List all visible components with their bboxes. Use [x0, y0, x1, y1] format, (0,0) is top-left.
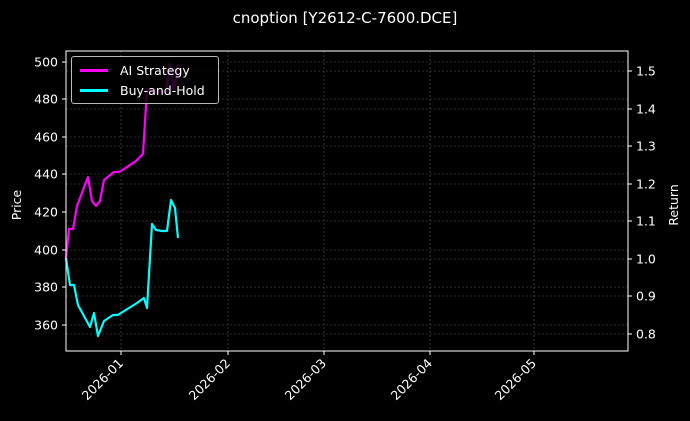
- legend-label: AI Strategy: [120, 62, 190, 78]
- chart-title: cnoption [Y2612-C-7600.DCE]: [232, 9, 458, 27]
- right-y-axis: 0.8 0.9 1.0 1.1 1.2 1.3 1.4 1.5: [628, 64, 656, 342]
- x-tick-label: 2026-01: [79, 356, 127, 404]
- y-tick-label-left: 360: [34, 318, 58, 333]
- buy-and-hold-line: [64, 198, 180, 338]
- plot-frame: [65, 50, 629, 352]
- y-tick-label-left: 500: [34, 55, 58, 70]
- legend-item-ai-strategy: AI Strategy: [80, 61, 190, 79]
- y-tick-label-left: 460: [34, 130, 58, 145]
- y-tick-label-right: 1.4: [636, 102, 656, 117]
- series-lines: [64, 62, 180, 338]
- y-axis-label-right: Return: [666, 184, 681, 225]
- y-tick-label-left: 400: [34, 243, 58, 258]
- x-tick-label: 2026-04: [388, 355, 436, 403]
- x-axis: 2026-01 2026-02 2026-03 2026-04 2026-05: [79, 351, 540, 404]
- y-tick-label-left: 420: [34, 205, 58, 220]
- y-tick-label-right: 1.3: [636, 139, 656, 154]
- y-tick-label-right: 0.9: [636, 289, 656, 304]
- legend-swatch-buy-and-hold: [80, 88, 108, 92]
- y-axis-label-left: Price: [9, 189, 24, 220]
- y-tick-label-left: 480: [34, 92, 58, 107]
- x-tick-label: 2026-05: [492, 356, 540, 404]
- legend-label: Buy-and-Hold: [120, 82, 205, 98]
- x-tick-label: 2026-02: [186, 356, 234, 404]
- y-tick-label-right: 0.8: [636, 327, 656, 342]
- y-tick-label-left: 440: [34, 167, 58, 182]
- legend: AI Strategy Buy-and-Hold: [71, 56, 219, 104]
- y-tick-label-right: 1.2: [636, 177, 656, 192]
- grid-lines: [66, 51, 628, 351]
- left-y-axis: 360 380 400 420 440 460 480 500: [34, 55, 66, 333]
- y-tick-label-right: 1.0: [636, 252, 656, 267]
- y-tick-label-right: 1.1: [636, 214, 656, 229]
- y-tick-label-left: 380: [34, 280, 58, 295]
- x-tick-label: 2026-03: [282, 356, 330, 404]
- legend-swatch-ai-strategy: [80, 68, 108, 72]
- y-tick-label-right: 1.5: [636, 64, 656, 79]
- legend-item-buy-and-hold: Buy-and-Hold: [80, 81, 205, 99]
